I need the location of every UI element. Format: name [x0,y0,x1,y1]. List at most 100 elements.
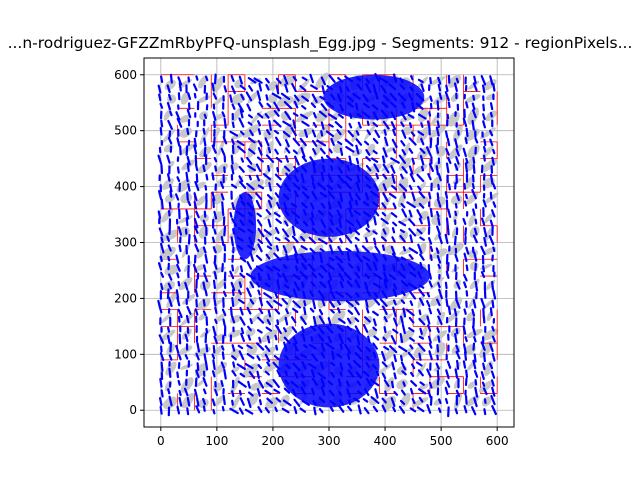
orientation-mark [339,343,343,350]
orientation-mark [354,199,359,206]
segment-patch [177,215,193,224]
orientation-mark [447,305,452,316]
orientation-mark [356,113,362,118]
orientation-mark [473,397,478,408]
orientation-mark [429,137,433,149]
segment-patch [381,212,392,228]
orientation-mark [320,76,327,86]
orientation-mark [472,208,476,216]
orientation-mark [411,191,416,202]
orientation-mark [276,201,281,209]
orientation-mark [445,147,450,156]
orientation-mark [294,155,300,166]
orientation-mark [435,165,439,176]
orientation-mark [292,119,297,129]
orientation-mark [175,344,180,354]
orientation-mark [455,350,461,360]
orientation-mark [177,353,182,361]
orientation-mark [362,255,371,262]
orientation-mark [274,334,278,341]
orientation-mark [205,327,209,334]
orientation-mark [455,389,461,398]
segment-patch [213,113,225,120]
orientation-mark [365,78,371,84]
orientation-mark [320,103,328,112]
orientation-mark [354,244,360,254]
orientation-mark [263,292,273,299]
orientation-mark [273,388,281,394]
orientation-mark [318,238,328,245]
segment-patch [467,381,476,389]
orientation-mark [471,406,477,416]
segment-patch [215,163,229,175]
x-tick-label: 300 [318,434,341,448]
orientation-mark [264,389,272,396]
orientation-mark [406,201,416,209]
orientation-mark [409,407,417,413]
orientation-mark [267,164,271,172]
segment-patch [463,176,475,190]
orientation-mark [231,296,235,308]
orientation-mark [157,262,163,271]
orientation-mark [336,156,344,164]
orientation-mark [491,405,497,416]
orientation-mark [178,396,183,407]
orientation-mark [248,219,255,226]
orientation-mark [176,166,180,174]
orientation-mark [399,173,404,180]
orientation-mark [408,122,413,129]
orientation-mark [407,282,418,290]
orientation-mark [327,113,338,120]
orientation-mark [159,126,163,136]
orientation-mark [345,85,350,92]
orientation-mark [445,162,450,174]
segment-patch [396,379,408,390]
orientation-mark [381,202,387,209]
orientation-mark [222,318,226,327]
orientation-mark [249,251,255,262]
orientation-mark [473,227,478,236]
orientation-mark [312,147,317,155]
orientation-mark [293,398,301,407]
orientation-mark [249,317,253,325]
orientation-mark [221,308,227,317]
orientation-mark [455,192,460,202]
y-tick-label: 500 [114,124,137,138]
orientation-mark [292,336,298,345]
orientation-mark [246,397,252,409]
orientation-mark [231,138,235,145]
orientation-mark [338,333,344,345]
chart-title-wrap: ...n-rodriguez-GFZZmRbyPFQ-unsplash_Egg.… [0,34,640,54]
orientation-mark [392,288,398,298]
orientation-mark [437,83,442,92]
orientation-mark [472,109,477,119]
orientation-mark [159,102,164,109]
orientation-mark [381,101,389,109]
orientation-mark [312,122,318,128]
orientation-mark [399,77,404,84]
orientation-mark [330,165,334,172]
orientation-mark [202,405,206,412]
orientation-mark [178,389,182,397]
orientation-mark [238,175,244,183]
orientation-mark [491,156,495,166]
orientation-mark [345,145,355,153]
orientation-mark [271,92,282,100]
orientation-mark [428,111,432,117]
orientation-mark [300,253,308,263]
orientation-mark [167,119,173,130]
orientation-mark [268,182,272,192]
orientation-mark [281,297,289,305]
orientation-mark [328,237,333,243]
orientation-mark [276,319,280,326]
orientation-mark [436,100,440,111]
segment-patch [450,194,463,205]
orientation-mark [185,314,190,324]
orientation-mark [266,102,272,108]
orientation-mark [211,191,216,202]
orientation-mark [329,290,336,300]
orientation-mark [194,180,200,192]
orientation-mark [480,75,487,86]
orientation-mark [372,351,377,359]
orientation-mark [247,193,253,200]
